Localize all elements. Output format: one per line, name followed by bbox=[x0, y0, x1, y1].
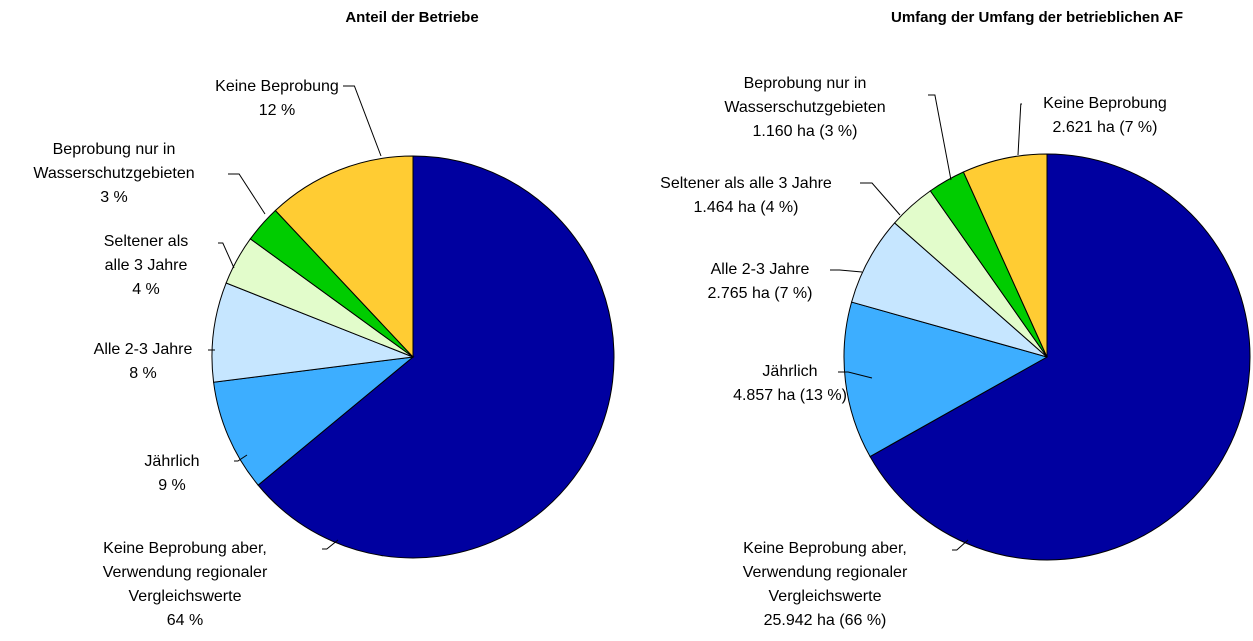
value-label: 9 % bbox=[158, 477, 186, 494]
chart-title: Anteil der Betriebe bbox=[345, 9, 479, 26]
slice-label: Keine Beprobung aber, Verwendung regiona… bbox=[103, 537, 268, 633]
category-label: Seltener als alle 3 Jahre bbox=[660, 175, 832, 192]
leader-line bbox=[234, 454, 248, 462]
category-label: Alle 2-3 Jahre bbox=[93, 341, 193, 358]
leader-line bbox=[860, 182, 901, 216]
slice-label: Keine Beprobung 12 % bbox=[215, 75, 339, 123]
value-label: 3 % bbox=[100, 189, 128, 206]
leader-line bbox=[218, 242, 235, 269]
leader-line bbox=[838, 371, 873, 379]
pie-slice bbox=[213, 356, 415, 486]
category-label: Beprobung nur in Wasserschutzgebieten bbox=[33, 141, 195, 182]
pie-slice bbox=[211, 282, 414, 383]
pie-slice bbox=[962, 153, 1048, 358]
leader-line bbox=[322, 539, 339, 550]
value-label: 8 % bbox=[129, 365, 157, 382]
category-label: Jährlich bbox=[144, 453, 200, 470]
slice-label: Seltener als alle 3 Jahre 1.464 ha (4 %) bbox=[660, 172, 832, 220]
value-label: 4 % bbox=[132, 281, 160, 298]
value-label: 12 % bbox=[258, 102, 296, 119]
slice-label: Alle 2-3 Jahre 8 % bbox=[94, 338, 193, 386]
category-label: Keine Beprobung aber, Verwendung regiona… bbox=[102, 540, 268, 605]
value-label: 2.765 ha (7 %) bbox=[707, 285, 813, 302]
slice-label: Beprobung nur in Wasserschutzgebieten 1.1… bbox=[724, 72, 885, 144]
leader-line bbox=[343, 85, 382, 157]
pie-slice bbox=[257, 155, 615, 559]
leader-line bbox=[952, 539, 969, 551]
slice-label: Keine Beprobung aber, Verwendung regiona… bbox=[743, 537, 908, 633]
category-label: Keine Beprobung bbox=[215, 78, 339, 95]
category-label: Seltener als alle 3 Jahre bbox=[103, 233, 189, 274]
category-label: Keine Beprobung bbox=[1043, 95, 1167, 112]
chart-title: Umfang der Umfang der betrieblichen AF bbox=[891, 9, 1183, 26]
slice-label: Alle 2-3 Jahre 2.765 ha (7 %) bbox=[708, 258, 813, 306]
value-label: 64 % bbox=[166, 612, 204, 629]
leader-line bbox=[830, 269, 863, 273]
category-label: Beprobung nur in Wasserschutzgebieten bbox=[724, 75, 886, 116]
category-label: Jährlich bbox=[762, 363, 818, 380]
pie-slice bbox=[869, 153, 1251, 561]
slice-label: Seltener als alle 3 Jahre 4 % bbox=[104, 230, 189, 302]
slice-label: Keine Beprobung 2.621 ha (7 %) bbox=[1043, 92, 1167, 140]
category-label: Keine Beprobung aber, Verwendung regiona… bbox=[742, 540, 908, 605]
slice-label: Beprobung nur in Wasserschutzgebieten 3 % bbox=[33, 138, 194, 210]
value-label: 1.464 ha (4 %) bbox=[693, 199, 799, 216]
slice-label: Jährlich 9 % bbox=[144, 450, 199, 498]
pie-slice bbox=[274, 155, 414, 359]
slice-label: Jährlich 4.857 ha (13 %) bbox=[733, 360, 847, 408]
leader-line bbox=[228, 173, 266, 215]
pie-slice bbox=[843, 301, 1049, 458]
value-label: 25.942 ha (66 %) bbox=[763, 612, 887, 629]
leader-line bbox=[928, 94, 952, 181]
value-label: 2.621 ha (7 %) bbox=[1052, 119, 1158, 136]
leader-line bbox=[1017, 103, 1022, 156]
value-label: 1.160 ha (3 %) bbox=[752, 123, 858, 140]
value-label: 4.857 ha (13 %) bbox=[733, 387, 847, 404]
category-label: Alle 2-3 Jahre bbox=[710, 261, 810, 278]
